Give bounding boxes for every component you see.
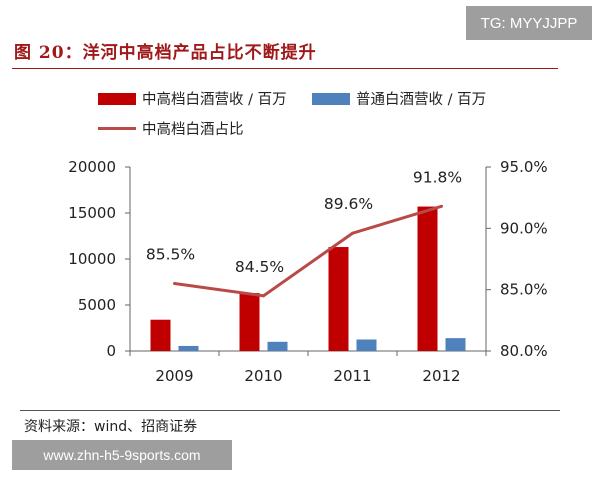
legend-item-share: 中高档白酒占比 [98, 118, 244, 139]
x-tick-label: 2010 [244, 367, 282, 385]
data-label-share: 84.5% [235, 258, 284, 276]
x-tick-label: 2009 [155, 367, 193, 385]
figure-title: 图 20：洋河中高档产品占比不断提升 [14, 43, 317, 63]
bar-regular [356, 339, 377, 351]
bar-high-end [150, 319, 171, 351]
line-share [174, 204, 442, 298]
y-right-tick-label: 80.0% [500, 342, 548, 360]
data-label-share: 89.6% [324, 195, 373, 213]
bar-regular [445, 338, 466, 351]
line-point [351, 231, 354, 235]
legend-item-regular: 普通白酒营收 / 百万 [312, 88, 486, 109]
y-left-tick-label: 10000 [68, 250, 116, 268]
data-label-share: 85.5% [146, 246, 195, 264]
line-point [440, 204, 443, 208]
x-tick-label: 2011 [333, 367, 371, 385]
tag-badge: TG: MYYJJPP [466, 6, 592, 40]
bar-high-end [239, 293, 260, 351]
legend-label-share: 中高档白酒占比 [142, 122, 244, 138]
x-tick-label: 2012 [422, 367, 460, 385]
line-point [173, 282, 176, 286]
y-left-tick-label: 15000 [68, 204, 116, 222]
legend-swatch-regular [312, 92, 350, 105]
watermark-badge: www.zhn-h5-9sports.com [12, 440, 232, 470]
y-right-tick-label: 95.0% [500, 158, 548, 176]
legend-item-high: 中高档白酒营收 / 百万 [98, 88, 287, 109]
bar-high-end [417, 206, 438, 351]
y-right-tick-label: 85.0% [500, 281, 548, 299]
legend-swatch-share [98, 127, 136, 130]
source-divider [20, 410, 560, 411]
source-note: 资料来源：wind、招商证券 [24, 419, 198, 435]
bar-regular [178, 345, 199, 351]
legend-label-high: 中高档白酒营收 / 百万 [142, 92, 287, 108]
y-left-tick-label: 5000 [78, 296, 116, 314]
title-divider [12, 68, 558, 69]
data-label-share: 91.8% [413, 168, 462, 186]
bar-regular [267, 341, 288, 351]
legend-swatch-high [98, 92, 136, 105]
y-left-tick-label: 0 [106, 342, 116, 360]
bar-high-end [328, 247, 349, 351]
y-right-tick-label: 90.0% [500, 219, 548, 237]
y-left-tick-label: 20000 [68, 158, 116, 176]
legend-label-regular: 普通白酒营收 / 百万 [356, 92, 487, 108]
line-point [262, 294, 265, 298]
